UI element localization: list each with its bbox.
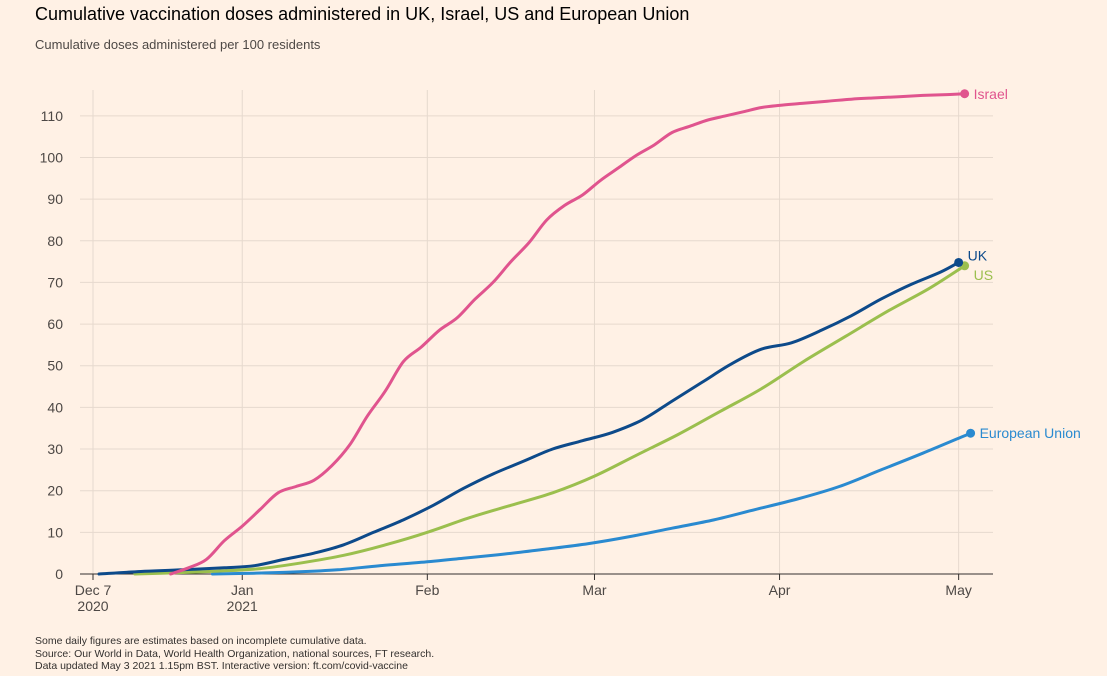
y-tick-label: 70 xyxy=(47,274,63,290)
x-tick-sublabel: 2020 xyxy=(77,598,108,614)
series-line-us xyxy=(133,264,967,576)
series-lines xyxy=(97,89,976,576)
chart-footnotes: Some daily figures are estimates based o… xyxy=(35,635,434,673)
x-tick-label: Feb xyxy=(415,582,439,598)
x-tick-label: Dec 7 xyxy=(75,582,112,598)
series-line-uk xyxy=(97,260,961,576)
series-line-israel xyxy=(169,92,967,576)
y-tick-label: 50 xyxy=(47,358,63,374)
x-tick-sublabel: 2021 xyxy=(227,598,258,614)
series-label-israel: Israel xyxy=(974,86,1008,102)
series-label-us: US xyxy=(974,267,993,283)
y-tick-label: 100 xyxy=(40,149,64,165)
series-endpoint-european-union xyxy=(966,428,976,438)
y-tick-label: 110 xyxy=(41,108,64,124)
chart-subtitle: Cumulative doses administered per 100 re… xyxy=(35,37,321,52)
series-labels: European Union US UK Israel xyxy=(968,86,1081,441)
footnote-estimates: Some daily figures are estimates based o… xyxy=(35,635,367,647)
y-tick-label: 40 xyxy=(47,399,63,415)
y-tick-label: 30 xyxy=(47,441,63,457)
footnote-updated: Data updated May 3 2021 1.15pm BST. Inte… xyxy=(35,660,408,672)
y-tick-label: 0 xyxy=(55,566,63,582)
series-label-european-union: European Union xyxy=(980,425,1081,441)
y-tick-label: 80 xyxy=(47,233,63,249)
series-line-european-union xyxy=(210,431,973,576)
y-tick-label: 90 xyxy=(47,191,63,207)
series-endpoint-uk xyxy=(954,257,964,267)
series-endpoint-israel xyxy=(960,89,970,99)
y-tick-label: 10 xyxy=(47,524,63,540)
x-tick-label: May xyxy=(945,582,971,598)
y-axis: 0 10 20 30 40 50 60 70 80 90 100 110 xyxy=(40,108,64,582)
footnote-source: Source: Our World in Data, World Health … xyxy=(35,647,435,660)
x-tick-label: Jan xyxy=(231,582,254,598)
chart-title: Cumulative vaccination doses administere… xyxy=(35,4,690,24)
y-tick-label: 20 xyxy=(47,483,63,499)
series-label-uk: UK xyxy=(968,247,988,263)
x-tick-label: Mar xyxy=(582,582,606,598)
gridlines xyxy=(80,90,993,574)
x-tick-label: Apr xyxy=(769,582,791,598)
y-tick-label: 60 xyxy=(47,316,63,332)
